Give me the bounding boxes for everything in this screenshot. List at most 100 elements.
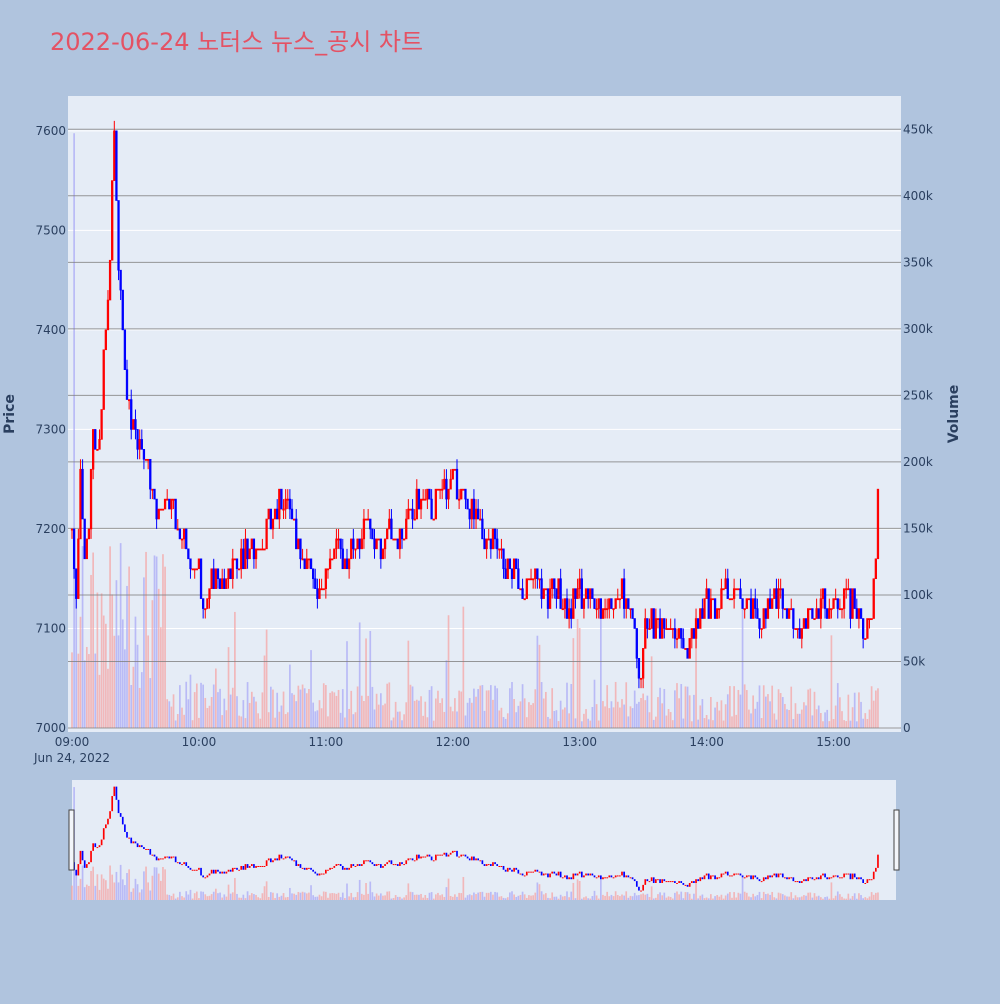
volume-bar xyxy=(794,703,797,728)
range-slider-volume-bar xyxy=(568,897,570,900)
range-slider-volume-bar xyxy=(849,898,852,900)
candle-body xyxy=(584,588,588,599)
range-slider-left-handle[interactable] xyxy=(68,809,75,871)
range-slider-candle xyxy=(312,869,314,872)
range-slider-volume-bar xyxy=(678,894,680,900)
candle-body xyxy=(652,608,655,639)
candle-body xyxy=(718,608,721,611)
range-slider-candle xyxy=(625,875,628,878)
candle-body xyxy=(130,399,133,430)
range-slider-candle xyxy=(358,864,361,866)
range-slider-volume-bar xyxy=(731,897,733,900)
volume-bar xyxy=(415,699,418,728)
range-slider-volume-bar xyxy=(600,877,602,900)
main-plot-area[interactable] xyxy=(68,96,901,732)
volume-bar xyxy=(435,698,437,728)
volume-bar xyxy=(758,685,761,728)
range-slider-volume-bar xyxy=(627,897,630,900)
range-slider-candle xyxy=(411,858,414,861)
range-slider-volume-bar xyxy=(147,882,149,900)
candle-body xyxy=(309,558,313,570)
range-slider-candle xyxy=(574,873,577,876)
candle-body xyxy=(451,468,454,480)
range-slider-volume-bar xyxy=(456,896,458,900)
candle-body xyxy=(525,578,528,599)
range-slider-candle xyxy=(762,877,765,882)
range-slider-volume-bar xyxy=(574,898,577,900)
range-slider-candle xyxy=(468,858,471,861)
range-slider-candle xyxy=(610,875,613,878)
candle-body xyxy=(874,558,877,580)
range-slider-volume-bar xyxy=(432,898,435,900)
range-slider-volume-bar xyxy=(559,894,562,900)
candle-body xyxy=(477,508,480,520)
volume-bar xyxy=(134,616,137,728)
range-slider-candle xyxy=(633,879,636,882)
price-tick-label: 7000 xyxy=(35,721,66,735)
range-slider-candle xyxy=(570,877,573,880)
range-slider-candle xyxy=(276,858,279,861)
volume-bar xyxy=(183,714,185,728)
volume-bar xyxy=(170,706,173,728)
range-slider-volume-bar xyxy=(557,898,560,900)
range-slider-volume-bar xyxy=(350,892,353,900)
volume-bar xyxy=(399,711,401,728)
candle-body xyxy=(724,578,727,589)
candle-body xyxy=(864,638,867,640)
volume-bar xyxy=(756,701,759,728)
range-slider-candle xyxy=(274,858,276,861)
range-slider-volume-bar xyxy=(248,895,251,900)
range-slider-candle xyxy=(665,881,668,883)
candle-body xyxy=(853,588,856,609)
candle-body xyxy=(599,598,602,619)
volume-bar xyxy=(652,719,655,728)
volume-bar xyxy=(515,712,518,728)
candle-body xyxy=(407,508,410,520)
candle-body xyxy=(859,608,863,619)
volume-bar xyxy=(466,702,469,728)
range-slider-candle xyxy=(754,875,757,878)
candle-body xyxy=(538,578,541,581)
candle-body xyxy=(639,677,643,680)
range-slider-volume-bar xyxy=(805,895,807,900)
range-slider-candle xyxy=(464,854,467,857)
volume-bar xyxy=(166,699,169,728)
range-slider-volume-bar xyxy=(428,892,431,900)
volume-bar xyxy=(128,566,130,728)
candle-body xyxy=(694,618,698,639)
candle-body xyxy=(548,588,552,609)
range-slider-volume-bar xyxy=(473,892,475,900)
range-slider-volume-bar xyxy=(663,892,666,900)
range-slider-volume-bar xyxy=(853,893,856,900)
range-slider-volume-bar xyxy=(614,891,617,900)
volume-bar xyxy=(834,705,837,728)
range-slider-volume-bar xyxy=(830,882,833,900)
candle-body xyxy=(798,628,801,639)
volume-bar xyxy=(75,573,78,728)
range-slider-candle xyxy=(121,816,124,825)
volume-bar xyxy=(610,701,613,728)
range-slider-volume-bar xyxy=(81,865,84,900)
range-slider-candle xyxy=(259,865,262,867)
range-slider-volume-bar xyxy=(597,898,600,900)
candle-body xyxy=(345,558,349,570)
range-slider-right-handle[interactable] xyxy=(893,809,900,871)
candle-body xyxy=(328,558,332,570)
range-slider-candle xyxy=(824,873,826,878)
volume-bar xyxy=(591,707,594,728)
candle-body xyxy=(352,538,355,550)
volume-bar xyxy=(439,702,441,728)
volume-bar xyxy=(475,696,477,728)
candle-body xyxy=(147,458,150,461)
range-slider-candle xyxy=(686,884,689,887)
range-slider-volume-bar xyxy=(348,896,350,900)
range-slider-volume-bar xyxy=(536,882,539,900)
range-slider-volume-bar xyxy=(504,898,507,900)
candle-body xyxy=(227,568,230,580)
candle-body xyxy=(487,538,490,541)
range-slider[interactable] xyxy=(68,780,900,900)
volume-bar xyxy=(877,688,879,728)
price-axis-title: Price xyxy=(2,394,18,434)
volume-bar xyxy=(589,720,592,728)
range-slider-candle xyxy=(851,873,854,880)
